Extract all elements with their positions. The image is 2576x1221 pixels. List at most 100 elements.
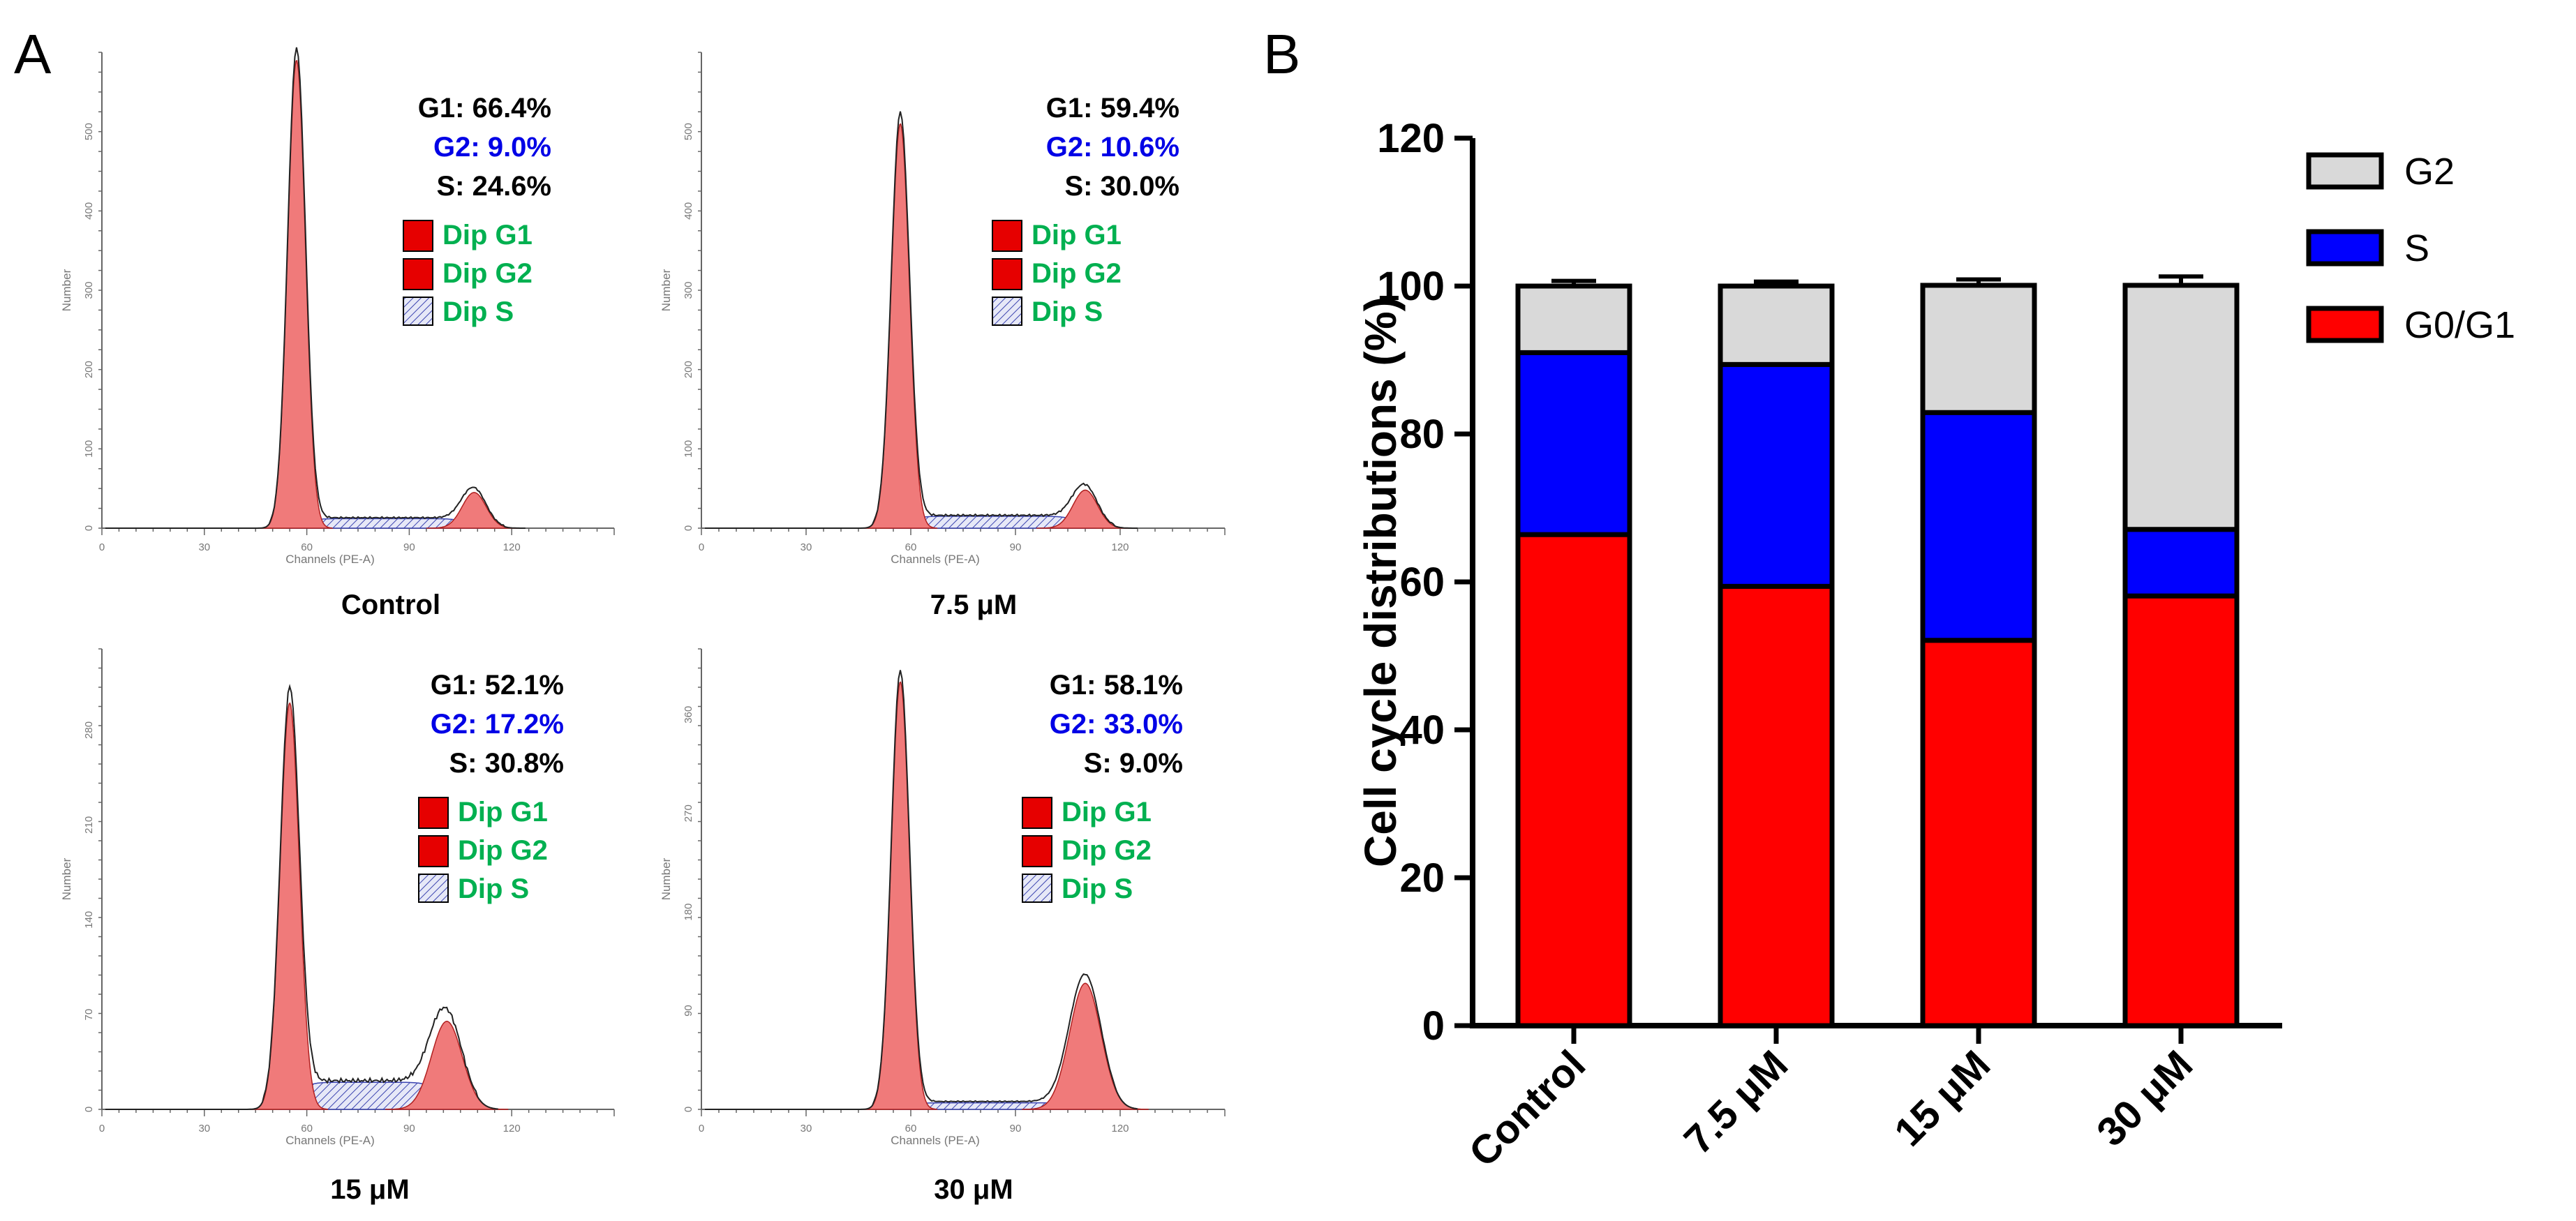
dip-g-legend-swatch	[1022, 835, 1052, 867]
histogram-legend-label: Dip G2	[442, 258, 533, 289]
bar-legend-swatch	[2306, 152, 2384, 190]
g2-percent-label: G2: 9.0%	[433, 132, 551, 163]
s-percent-label: S: 30.0%	[1064, 171, 1179, 202]
histogram-x-tick-label: 30	[801, 541, 812, 553]
bar-legend-label: G2	[2404, 151, 2455, 193]
histogram-y-tick-label: 200	[683, 361, 694, 378]
histogram-x-tick-label: 120	[1111, 541, 1129, 553]
bar-y-tick-label: 60	[1399, 560, 1445, 605]
bar-y-tick-label: 20	[1399, 855, 1445, 901]
histogram-y-tick-label: 0	[83, 1107, 95, 1112]
histogram-x-tick-label: 90	[1010, 1123, 1022, 1134]
bar-segment-s	[2122, 527, 2240, 599]
histogram-y-tick-label: 500	[83, 123, 95, 140]
histogram-legend-label: Dip G1	[442, 220, 533, 250]
bar-y-tick-label: 120	[1377, 116, 1445, 161]
raw-data-outline	[705, 670, 1138, 1110]
histogram-legend-label: Dip G2	[1062, 835, 1152, 866]
histogram-y-tick-label: 100	[683, 440, 694, 458]
panel-b-label: B	[1263, 23, 1300, 85]
dip-g1-peak	[863, 123, 938, 529]
g1-percent-label: G1: 66.4%	[418, 93, 551, 123]
dip-g-legend-swatch	[992, 220, 1022, 252]
histogram-x-tick-label: 30	[198, 541, 210, 553]
histogram-x-tick-label: 120	[503, 541, 521, 553]
histogram-1: 0 30 60 90 120 0 100 200 300 400 500 Channels (PE-A…	[60, 47, 615, 620]
s-percent-label: S: 9.0%	[1084, 748, 1183, 779]
histogram-x-axis-label: Channels (PE-A)	[891, 553, 980, 566]
bar-segment-s	[1920, 410, 2037, 643]
dip-g-legend-swatch	[403, 220, 433, 252]
bar-segment-g0-g1	[1718, 583, 1835, 1028]
histogram-x-axis-label: Channels (PE-A)	[891, 1134, 980, 1147]
bar-x-tick-label: Control	[1460, 1042, 1594, 1176]
g2-percent-label: G2: 17.2%	[431, 709, 564, 740]
dip-g1-peak	[260, 59, 334, 529]
g1-percent-label: G1: 52.1%	[431, 670, 564, 701]
dip-g-legend-swatch	[403, 258, 433, 290]
dip-g1-peak	[251, 702, 329, 1110]
bar-y-axis-label: Cell cycle distributions (%)	[1355, 297, 1406, 867]
bar-x-tick-label: 7.5 μM	[1676, 1042, 1797, 1163]
histogram-y-tick-label: 140	[83, 911, 95, 929]
dip-g-legend-swatch	[992, 258, 1022, 290]
g1-percent-label: G1: 59.4%	[1046, 93, 1179, 123]
histogram-legend-label: Dip G2	[1032, 258, 1122, 289]
histogram-legend-label: Dip S	[442, 297, 514, 327]
histogram-y-tick-label: 0	[83, 525, 95, 531]
histogram-x-tick-label: 0	[699, 541, 704, 553]
histogram-y-tick-label: 100	[83, 440, 95, 458]
histogram-x-tick-label: 120	[503, 1123, 521, 1134]
histogram-legend-label: Dip S	[1032, 297, 1103, 327]
dip-s-legend-swatch	[992, 297, 1022, 326]
histogram-y-tick-label: 200	[83, 361, 95, 378]
bar-segment-g2	[2122, 283, 2240, 532]
bar-segment-g0-g1	[2122, 593, 2240, 1028]
histogram-x-axis-label: Channels (PE-A)	[285, 1134, 375, 1147]
histogram-y-tick-label: 500	[683, 123, 694, 140]
histogram-y-tick-label: 360	[683, 706, 694, 724]
histogram-condition-label: 15 μM	[330, 1174, 409, 1205]
bar-y-tick-label: 100	[1377, 264, 1445, 309]
histogram-y-axis-label: Number	[60, 857, 73, 900]
histogram-x-tick-label: 90	[403, 1123, 415, 1134]
histogram-y-tick-label: 400	[683, 202, 694, 220]
histogram-y-tick-label: 270	[683, 804, 694, 822]
g2-percent-label: G2: 10.6%	[1046, 132, 1179, 163]
histogram-condition-label: Control	[341, 590, 440, 620]
dip-g-legend-swatch	[418, 835, 449, 867]
histogram-legend-label: Dip S	[458, 874, 529, 904]
histogram-x-tick-label: 30	[801, 1123, 812, 1134]
g2-percent-label: G2: 33.0%	[1050, 709, 1183, 740]
bar-segment-g2	[1718, 283, 1835, 367]
bar-legend-label: S	[2404, 227, 2429, 269]
s-percent-label: S: 30.8%	[449, 748, 564, 779]
raw-data-outline	[105, 684, 498, 1110]
histogram-y-tick-label: 300	[83, 281, 95, 299]
histogram-y-tick-label: 90	[683, 1005, 694, 1017]
histogram-y-tick-label: 0	[683, 525, 694, 531]
histogram-y-axis-label: Number	[660, 857, 673, 900]
stacked-bar-chart: 0 20 40 60 80 100 120 Cell cycle distributions …	[1355, 116, 2515, 1176]
bar-legend-label: G0/G1	[2404, 304, 2515, 346]
histogram-x-tick-label: 120	[1111, 1123, 1129, 1134]
bar-legend-swatch	[2306, 306, 2384, 343]
histogram-legend-label: Dip G2	[458, 835, 548, 866]
histogram-y-tick-label: 280	[83, 721, 95, 739]
dip-g1-peak	[863, 681, 938, 1110]
histogram-legend-label: Dip S	[1062, 874, 1133, 904]
histogram-y-tick-label: 180	[683, 904, 694, 921]
histogram-x-tick-label: 0	[99, 1123, 105, 1134]
bar-x-tick-label: 30 μM	[2088, 1042, 2201, 1155]
bar-x-tick-label: 15 μM	[1886, 1042, 1999, 1155]
histogram-x-axis-label: Channels (PE-A)	[285, 553, 375, 566]
histogram-y-tick-label: 400	[83, 202, 95, 220]
histogram-y-axis-label: Number	[60, 269, 73, 311]
bar-segment-g0-g1	[1920, 638, 2037, 1028]
histogram-x-tick-label: 90	[1010, 541, 1022, 553]
s-percent-label: S: 24.6%	[436, 171, 551, 202]
histogram-y-tick-label: 210	[83, 816, 95, 834]
histogram-x-tick-label: 0	[99, 541, 105, 553]
